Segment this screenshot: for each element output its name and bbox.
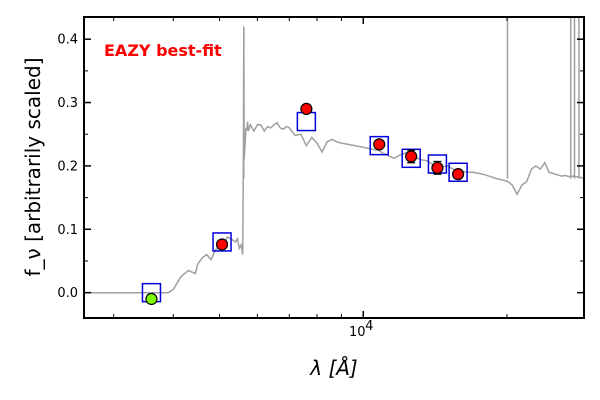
model-spectrum-line [84,26,585,294]
model-photometry-square [296,111,317,132]
observed-point [300,102,313,115]
observed-point [431,161,444,174]
chart-annotation: EAZY best-fit [104,41,222,60]
y-tick-label: 0.1 [57,223,78,238]
observed-point [215,238,229,251]
observed-point [405,150,418,163]
tick-labels: 0.0 0.1 0.2 0.3 0.4 10 4 [57,33,373,340]
y-tick-label: 0.3 [57,96,78,111]
model-photometry-square [448,162,468,183]
model-photometry-square [212,232,232,252]
y-tick-label: 0.4 [57,33,78,48]
y-tick-label: 0.2 [57,159,78,174]
plot-content [84,17,585,306]
nondetection-point [145,292,158,306]
y-axis-label: f_ν [arbitrarily scaled] [21,58,45,277]
x-tick-label: 10 [349,325,366,340]
x-axis-label: λ [Å] [309,356,357,380]
model-photometry-square [369,135,389,156]
axis-ticks [84,17,584,318]
observed-point [373,138,386,151]
observed-point [452,168,465,181]
y-tick-label: 0.0 [57,286,78,301]
model-photometry-square [401,148,421,169]
plot-frame [83,16,585,319]
x-tick-label-exponent: 4 [365,319,373,334]
